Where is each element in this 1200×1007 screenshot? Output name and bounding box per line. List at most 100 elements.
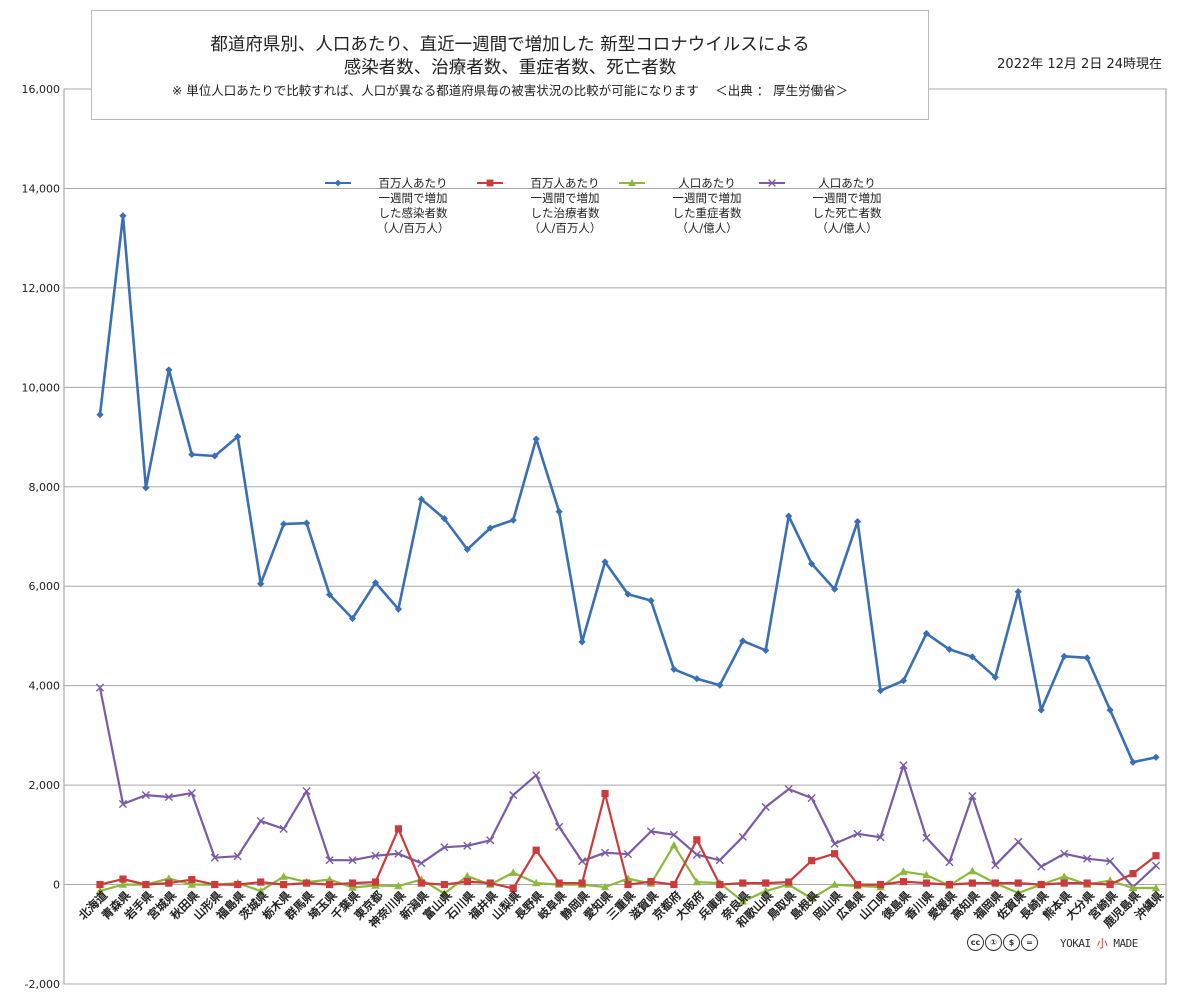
data-point [768,179,776,187]
y-tick-label: 10,000 [22,381,61,394]
legend-label: 百万人あたり 一週間で増加 した治療者数 （人/百万人） [528,176,602,235]
data-point [96,411,104,419]
data-point [1060,879,1068,887]
data-point [738,897,747,905]
data-point [417,879,425,887]
series-2 [96,789,1160,893]
data-point [991,861,1000,870]
as-of-date: 2022年 12月 2日 24時現在 [997,57,1162,72]
data-point [303,879,311,887]
data-point [531,878,541,887]
data-point [670,880,678,889]
legend-swatch [619,179,645,186]
y-tick-label: 2,000 [29,779,61,792]
data-point [95,683,105,692]
legend-swatch [325,179,351,187]
data-point [646,827,656,836]
data-point [348,883,357,891]
data-point [303,519,311,527]
data-point [463,871,472,880]
data-point [623,850,633,859]
data-point [808,857,816,865]
data-point [876,833,885,842]
y-tick-labels: -2,000 0 2,000 4,000 6,000 8,000 10,000 12,000 1… [22,83,61,991]
data-point [211,880,219,889]
data-point [853,880,862,889]
data-point [141,790,151,800]
data-point [762,879,770,887]
data-point [807,894,816,902]
data-point [234,880,242,889]
data-point [440,889,449,897]
data-point [165,366,173,374]
nc-icon: $ [1003,934,1020,951]
data-point [1128,883,1138,892]
data-point [325,875,334,883]
data-point [1037,862,1046,871]
data-point [486,179,494,187]
data-point [1083,654,1091,662]
data-point [991,673,999,681]
data-point [670,665,678,673]
data-point [600,882,610,891]
data-point [348,856,357,865]
by-icon: ① [985,934,1002,951]
creative-commons-logo: cc ① $ = [967,934,1041,954]
data-point [624,590,632,598]
data-point [600,848,610,857]
data-point [1037,706,1045,714]
legend-label: 百万人あたり 一週間で増加 した感染者数 （人/百万人） [376,176,450,235]
data-point [118,880,128,888]
data-point [1152,852,1160,860]
chart-title-line1: 都道府県別、人口あたり、直近一週間で増加した 新型コロナウイルスによる [210,35,810,55]
data-point [876,687,885,695]
data-point [1151,883,1161,892]
data-point [693,836,701,844]
data-point [257,878,265,886]
data-point [785,878,793,886]
data-point [463,877,471,886]
y-tick-label: 12,000 [22,282,61,295]
data-point [739,879,747,887]
data-point [142,484,150,492]
data-point [578,638,586,646]
data-point [532,435,540,443]
data-point [371,851,380,860]
data-point [991,879,999,887]
data-point [922,833,931,842]
data-point [95,886,105,895]
nd-icon: = [1021,934,1038,951]
data-point [555,508,563,516]
data-point [1037,880,1045,889]
data-point [187,880,197,888]
data-point [486,836,495,845]
data-point [1014,879,1022,887]
y-tick-label: 6,000 [29,580,61,593]
data-point [1129,758,1137,766]
data-point [715,856,724,865]
data-point [234,432,242,441]
data-point [325,856,334,865]
yokai-made-logo: YOKAI 小 MADE [1060,937,1138,950]
data-point [118,799,128,809]
data-point [830,839,839,848]
data-point [394,849,403,858]
data-point [1105,857,1115,866]
data-point [830,880,839,888]
data-point [394,605,403,613]
data-point [119,212,127,220]
y-tick-label: 8,000 [29,481,61,494]
data-point [716,880,724,889]
data-point [762,646,770,654]
data-point [257,580,265,588]
data-point [647,877,655,886]
data-point [577,857,587,866]
data-point [486,879,494,887]
data-point [1014,588,1022,596]
data-point [601,789,609,798]
cc-icon: cc [967,934,984,951]
data-point [692,850,701,859]
y-tick-label: 14,000 [22,182,61,195]
data-point [417,859,426,868]
